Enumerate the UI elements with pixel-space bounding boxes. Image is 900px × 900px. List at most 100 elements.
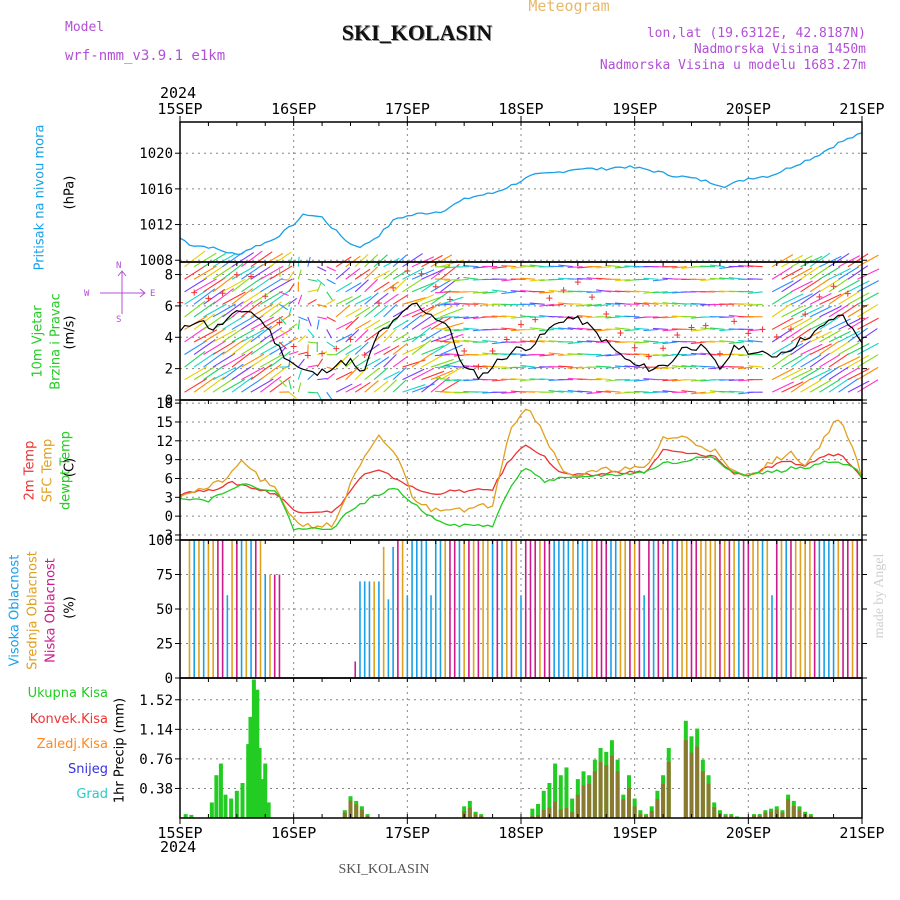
wind-arrow xyxy=(231,300,253,318)
wind-arrow xyxy=(260,277,283,293)
wind-arrow xyxy=(203,351,225,368)
precip-total-bar xyxy=(263,763,268,818)
precip-convective-bar xyxy=(615,771,620,818)
wind-arrow xyxy=(857,328,878,343)
wind-arrow xyxy=(482,352,498,356)
wind-arrow xyxy=(781,318,804,330)
wind-arrow xyxy=(690,303,706,305)
compass-rose-icon xyxy=(100,270,146,314)
wind-arrow xyxy=(662,291,678,294)
wind-arrow xyxy=(790,255,813,268)
wind-arrow xyxy=(193,351,216,368)
pressure-tick-label: 1012 xyxy=(139,218,173,234)
wind-arrow xyxy=(633,353,649,356)
wind-arrow xyxy=(231,252,255,268)
wind-arrow xyxy=(373,380,389,393)
wind-gust-mark xyxy=(262,293,269,300)
wind-arrow xyxy=(558,390,574,393)
wind-arrow xyxy=(453,339,469,343)
wind-arrow xyxy=(781,254,804,268)
panel-frame xyxy=(179,121,863,263)
wind-gust-mark xyxy=(546,295,553,302)
wind-arrow xyxy=(335,354,350,368)
precip-total-bar xyxy=(248,716,253,818)
wind-arrow xyxy=(392,332,409,343)
wind-arrow xyxy=(279,328,289,336)
wind-arrow xyxy=(241,315,264,330)
wind-arrow xyxy=(857,354,879,368)
wind-gust-mark xyxy=(830,283,837,290)
wind-gust-mark xyxy=(319,350,326,357)
wind-arrow xyxy=(510,366,526,369)
wind-arrow xyxy=(857,379,879,393)
wind-arrow xyxy=(250,352,273,368)
wind-arrow xyxy=(771,266,793,280)
wind-arrow xyxy=(354,341,369,355)
x-tick-label-top: 16SEP xyxy=(271,100,316,118)
wind-arrow xyxy=(278,316,287,325)
wind-tick-label: 0 xyxy=(165,393,173,409)
wind-arrow xyxy=(800,316,822,330)
wind-arrow xyxy=(809,331,832,343)
wind-arrow xyxy=(700,365,716,368)
precip-convective-bar xyxy=(354,804,359,818)
x-tick-label-bottom: 20SEP xyxy=(726,824,771,842)
wind-arrow xyxy=(643,277,659,280)
wind-arrow xyxy=(345,307,362,318)
wind-arrow xyxy=(392,294,409,305)
wind-arrow xyxy=(241,353,265,368)
wind-gust-mark xyxy=(745,330,752,337)
wind-arrow xyxy=(434,377,450,381)
wind-arrow xyxy=(231,350,253,368)
wind-arrow xyxy=(857,366,879,381)
wind-arrow xyxy=(847,265,869,280)
wind-arrow xyxy=(430,341,452,355)
wind-gust-mark xyxy=(248,273,255,280)
wind-arrow xyxy=(231,364,254,381)
wind-arrow xyxy=(430,254,453,268)
wind-arrow xyxy=(828,268,851,280)
wind-arrow xyxy=(440,333,464,343)
wind-arrow xyxy=(847,380,870,393)
wind-arrow xyxy=(800,265,821,280)
dewpt-line xyxy=(179,456,863,531)
wind-arrow xyxy=(510,266,526,269)
wind-arrow xyxy=(463,327,479,330)
wind-arrow xyxy=(567,389,583,393)
wind-arrow xyxy=(463,303,479,305)
wind-arrow xyxy=(781,328,802,343)
wind-arrow xyxy=(819,278,841,293)
wind-arrow xyxy=(529,327,545,330)
wind-arrow xyxy=(250,251,273,268)
wind-arrow xyxy=(250,339,273,355)
wind-arrow xyxy=(373,346,391,356)
precip-convective-bar xyxy=(547,807,552,818)
precip-total-bar xyxy=(536,804,541,818)
wind-arrow xyxy=(633,379,650,382)
wind-arrow xyxy=(241,289,264,305)
wind-arrow xyxy=(838,255,861,268)
wind-arrow xyxy=(297,369,302,380)
wind-arrow xyxy=(652,391,668,393)
precip-convective-bar xyxy=(752,815,757,818)
wind-arrow xyxy=(278,341,287,350)
wind-arrow xyxy=(790,368,813,381)
precip-convective-bar xyxy=(359,809,364,818)
wind-arrow xyxy=(790,378,812,393)
wind-arrow xyxy=(269,278,293,293)
wind-arrow xyxy=(700,391,716,395)
wind-arrow xyxy=(421,376,441,393)
wind-arrow xyxy=(279,278,290,281)
wind-arrow xyxy=(510,353,526,356)
wind-arrow xyxy=(577,340,593,343)
wind-arrow xyxy=(373,356,390,368)
wind-arrow xyxy=(297,319,301,330)
wind-arrow xyxy=(373,320,391,330)
precip-convective-bar xyxy=(598,762,603,818)
wind-gust-mark xyxy=(688,324,695,331)
precip-total-bar xyxy=(240,783,245,818)
precip-total-bar xyxy=(209,802,214,818)
wind-arrow xyxy=(652,353,668,357)
wind-arrow xyxy=(463,276,479,280)
wind-arrow xyxy=(278,266,281,277)
